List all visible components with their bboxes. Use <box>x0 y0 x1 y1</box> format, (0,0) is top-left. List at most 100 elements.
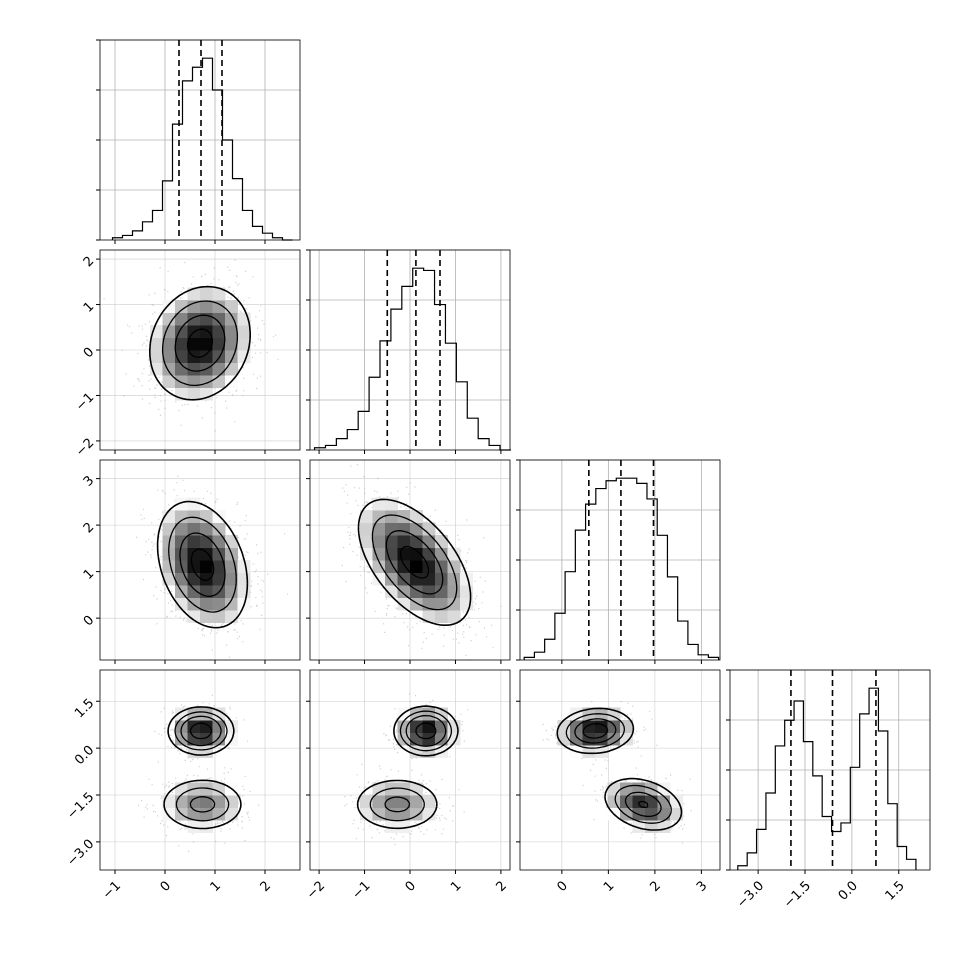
density-cell <box>162 560 176 573</box>
density-cell <box>187 375 201 388</box>
contour-line <box>149 285 251 401</box>
hist-bar <box>402 286 413 450</box>
x-tick-label: 0 <box>554 878 570 894</box>
density-cell <box>447 610 461 623</box>
density-cell <box>187 300 201 313</box>
hist-bar <box>878 731 887 870</box>
density-cell <box>175 362 188 376</box>
pair-frame <box>99 669 301 871</box>
hist-bar <box>478 439 489 450</box>
density-cell <box>360 522 373 536</box>
hist-bar <box>253 226 263 240</box>
density-cell <box>620 732 633 746</box>
hist-bar <box>657 535 667 660</box>
x-tick-label: 1.5 <box>883 878 908 903</box>
hist-panel-1 <box>306 249 511 454</box>
density-cell <box>187 547 201 561</box>
density-cell <box>422 610 436 623</box>
density-cell <box>410 795 423 808</box>
density-cell <box>607 720 621 733</box>
contour-line <box>190 548 215 581</box>
density-cell <box>212 362 226 376</box>
density-cell <box>447 585 461 598</box>
x-tick-label: −1 <box>100 878 124 902</box>
hist-step-line <box>111 57 293 241</box>
density-cell <box>187 362 201 376</box>
y-tick-label: 1 <box>81 566 97 582</box>
density-cell <box>410 560 423 573</box>
hist-bar <box>555 613 565 660</box>
hist-bar <box>133 231 143 240</box>
hist-bar <box>369 377 380 450</box>
hist-bar <box>380 341 391 450</box>
density-cell <box>162 337 176 351</box>
density-cell <box>175 547 188 561</box>
y-tick-label: −3.0 <box>64 837 97 870</box>
density-cell <box>397 522 411 536</box>
x-tick-label: −1.5 <box>781 878 814 911</box>
density-cell <box>607 782 621 796</box>
density-cell <box>607 732 621 746</box>
density-cell <box>372 547 386 561</box>
hist-bar <box>336 439 347 450</box>
contour-line <box>356 705 459 830</box>
density-cell <box>435 597 448 611</box>
density-cell <box>435 610 448 623</box>
density-cell <box>200 337 213 351</box>
density-cell <box>422 535 436 548</box>
density-cell <box>397 535 411 548</box>
density-cell <box>447 572 461 586</box>
density-cell <box>212 572 226 586</box>
density-cell <box>187 510 201 523</box>
density-cell <box>200 325 213 338</box>
density-cell <box>200 287 213 301</box>
density-cell <box>212 312 226 326</box>
density-cell <box>237 560 251 573</box>
density-cell <box>200 782 213 796</box>
density-cell <box>422 522 436 536</box>
density-cell <box>372 522 386 536</box>
density-cell <box>212 350 226 363</box>
contour-line <box>574 718 662 818</box>
density-cell <box>187 287 201 301</box>
density-cell <box>175 375 188 388</box>
density-cell <box>385 585 398 598</box>
density-cell <box>212 547 226 561</box>
x-tick-label: 2 <box>258 878 274 894</box>
x-tick-label: −1 <box>349 878 373 902</box>
contour-line <box>156 500 249 629</box>
hist-bar <box>565 572 575 660</box>
density-cell <box>162 312 176 326</box>
density-cell <box>582 720 596 733</box>
density-cell <box>385 522 398 536</box>
hist-bar <box>907 859 916 870</box>
pair-panel-2-0 <box>96 459 301 664</box>
density-cell <box>225 610 238 623</box>
density-cell <box>175 337 188 351</box>
hist-bar <box>775 746 784 870</box>
hist-bar <box>688 644 698 660</box>
density-cell <box>187 732 201 746</box>
density-cell <box>372 560 386 573</box>
hist-bar <box>822 817 831 870</box>
density-cell <box>212 795 226 808</box>
density-cell <box>162 350 176 363</box>
density-cell <box>620 795 633 808</box>
density-cell <box>212 807 226 821</box>
hist-bar <box>860 714 869 870</box>
density-cell <box>175 510 188 523</box>
density-cell <box>187 312 201 326</box>
y-tick-label: −1.5 <box>64 790 97 823</box>
hist-bar <box>391 309 402 450</box>
density-cell <box>225 337 238 351</box>
hist-bar <box>888 804 897 870</box>
density-cell <box>187 610 201 623</box>
contour-line <box>371 514 458 611</box>
density-cell <box>385 510 398 523</box>
hist-bar <box>143 222 153 240</box>
pair-panel-3-1 <box>306 669 511 874</box>
density-cell <box>645 795 658 808</box>
y-tick-label: 2 <box>81 254 97 270</box>
density-cell <box>447 597 461 611</box>
hist-bar <box>627 478 637 660</box>
